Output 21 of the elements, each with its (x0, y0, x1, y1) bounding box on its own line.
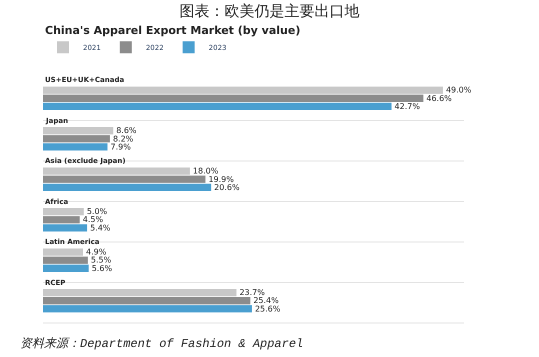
data-label: 4.5% (82, 215, 104, 224)
data-label: 8.2% (112, 134, 134, 144)
chart-subtitle: China's Apparel Export Market (by value) (45, 24, 300, 37)
data-label: 23.7% (239, 288, 266, 298)
data-label: 18.0% (192, 166, 219, 176)
data-label: 8.6% (116, 126, 137, 136)
chart-title: 图表：欧美仍是主要出口地 (180, 2, 360, 20)
data-label: 25.4% (253, 296, 280, 306)
data-label: 20.6% (214, 182, 240, 192)
data-label: 19.9% (208, 174, 234, 184)
data-label: 25.6% (254, 304, 281, 314)
data-label: 5.0% (86, 207, 108, 216)
data-label: 42.7% (394, 102, 420, 111)
data-label: 46.6% (426, 94, 452, 103)
text: 资料来源：Department of Fashion & Apparel (20, 337, 304, 351)
data-label: 49.0% (446, 86, 472, 95)
data-label: 7.9% (110, 142, 132, 152)
data-label: 5.5% (90, 256, 112, 265)
data-label: 4.9% (86, 248, 107, 257)
data-label: 5.6% (92, 264, 112, 273)
data-label: 5.4% (90, 223, 111, 232)
